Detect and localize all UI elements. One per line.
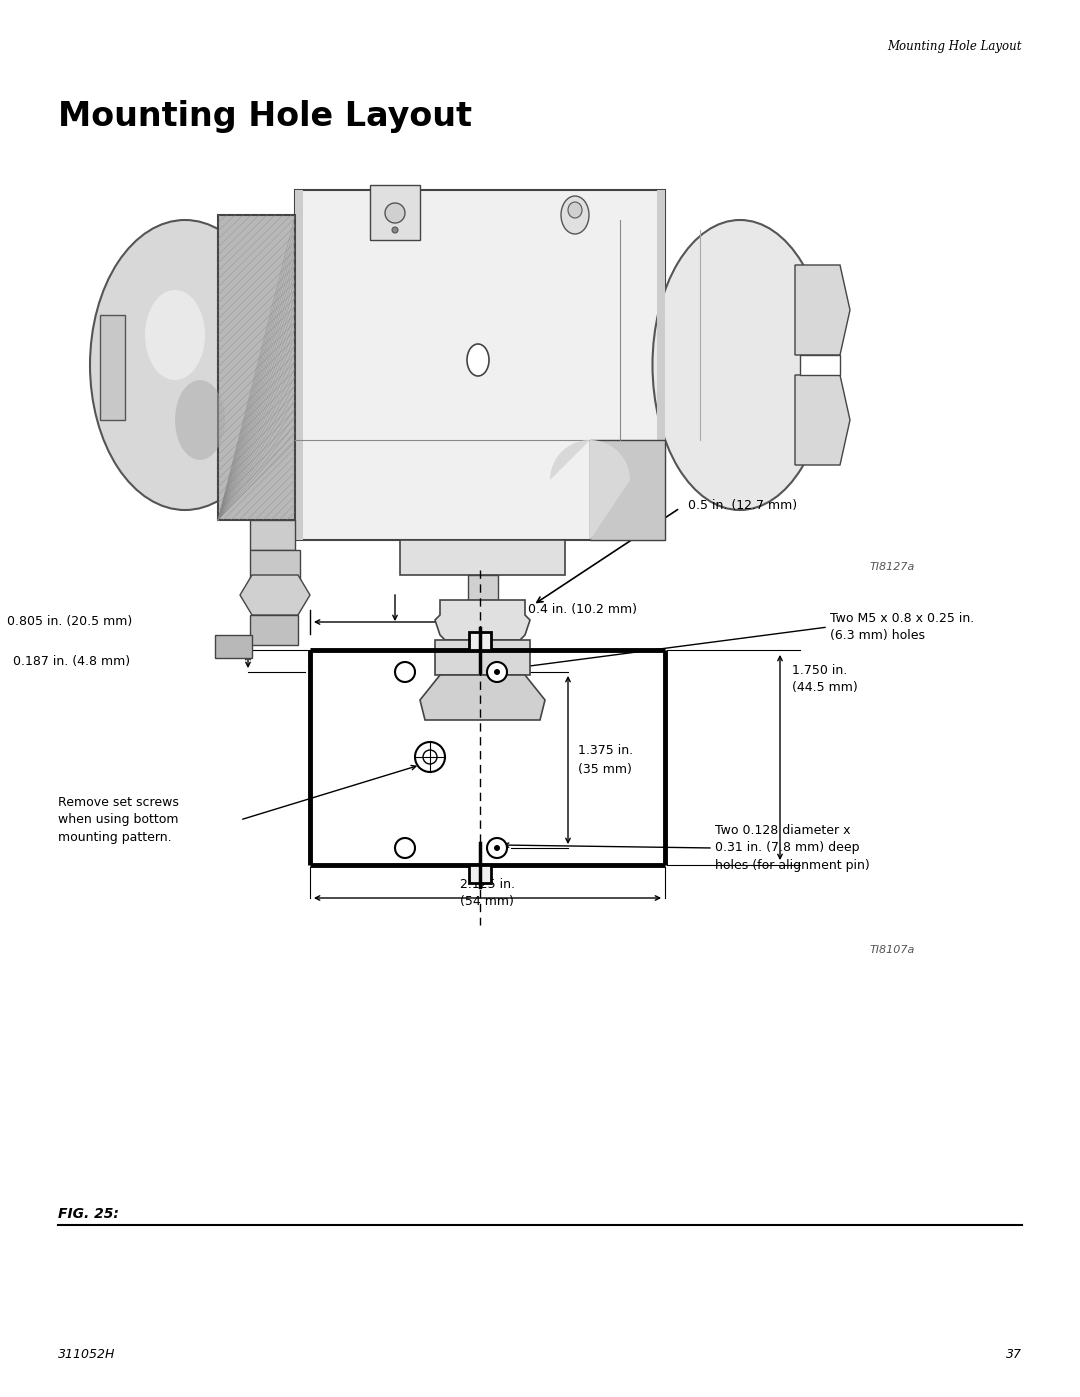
Polygon shape — [215, 636, 252, 658]
Text: 0.5 in. (12.7 mm): 0.5 in. (12.7 mm) — [688, 500, 797, 513]
Text: Two 0.128 diameter x: Two 0.128 diameter x — [715, 823, 851, 837]
Ellipse shape — [90, 219, 280, 510]
Circle shape — [392, 226, 399, 233]
Circle shape — [487, 662, 507, 682]
Ellipse shape — [652, 219, 827, 510]
Polygon shape — [249, 615, 298, 645]
Text: Mounting Hole Layout: Mounting Hole Layout — [888, 41, 1022, 53]
Polygon shape — [550, 440, 630, 541]
Circle shape — [494, 845, 500, 851]
Text: TI8127a: TI8127a — [870, 562, 916, 571]
Circle shape — [395, 838, 415, 858]
Polygon shape — [795, 374, 850, 465]
Polygon shape — [435, 640, 530, 675]
Text: (44.5 mm): (44.5 mm) — [792, 682, 858, 694]
Text: Mounting Hole Layout: Mounting Hole Layout — [58, 101, 472, 133]
Polygon shape — [420, 675, 545, 719]
Ellipse shape — [561, 196, 589, 235]
Polygon shape — [240, 576, 310, 615]
Text: 0.187 in. (4.8 mm): 0.187 in. (4.8 mm) — [13, 655, 130, 668]
Text: 0.31 in. (7.8 mm) deep: 0.31 in. (7.8 mm) deep — [715, 841, 860, 855]
Circle shape — [384, 203, 405, 224]
Polygon shape — [590, 440, 665, 541]
Polygon shape — [249, 550, 300, 580]
Ellipse shape — [175, 380, 225, 460]
Text: 37: 37 — [1005, 1348, 1022, 1362]
Polygon shape — [370, 184, 420, 240]
Text: 0.805 in. (20.5 mm): 0.805 in. (20.5 mm) — [6, 616, 132, 629]
Text: 1.375 in.: 1.375 in. — [578, 745, 633, 757]
Polygon shape — [100, 314, 125, 420]
Circle shape — [487, 838, 507, 858]
Polygon shape — [249, 520, 295, 550]
Text: (35 mm): (35 mm) — [578, 763, 632, 775]
Circle shape — [395, 662, 415, 682]
Text: Two M5 x 0.8 x 0.25 in.: Two M5 x 0.8 x 0.25 in. — [831, 612, 974, 624]
Ellipse shape — [145, 291, 205, 380]
Polygon shape — [295, 190, 665, 541]
Text: mounting pattern.: mounting pattern. — [58, 831, 172, 845]
Text: (54 mm): (54 mm) — [460, 895, 514, 908]
Polygon shape — [800, 355, 840, 374]
Polygon shape — [469, 631, 491, 650]
Text: (6.3 mm) holes: (6.3 mm) holes — [831, 630, 924, 643]
Text: 2.125 in.: 2.125 in. — [459, 877, 514, 890]
Text: TI8107a: TI8107a — [870, 944, 916, 956]
Circle shape — [423, 750, 437, 764]
Circle shape — [415, 742, 445, 773]
Polygon shape — [295, 190, 303, 541]
Text: Remove set screws: Remove set screws — [58, 795, 179, 809]
Text: when using bottom: when using bottom — [58, 813, 178, 827]
Polygon shape — [400, 541, 565, 576]
Polygon shape — [469, 865, 491, 883]
Text: 1.750 in.: 1.750 in. — [792, 664, 847, 676]
Polygon shape — [795, 265, 850, 355]
Text: FIG. 25:: FIG. 25: — [58, 1207, 119, 1221]
Text: holes (for alignment pin): holes (for alignment pin) — [715, 859, 869, 873]
Polygon shape — [468, 576, 498, 599]
Ellipse shape — [568, 203, 582, 218]
Text: 0.4 in. (10.2 mm): 0.4 in. (10.2 mm) — [528, 604, 637, 616]
Polygon shape — [435, 599, 530, 640]
Polygon shape — [657, 190, 665, 541]
Text: 311052H: 311052H — [58, 1348, 116, 1362]
Ellipse shape — [467, 344, 489, 376]
Circle shape — [494, 669, 500, 675]
Polygon shape — [218, 215, 295, 520]
